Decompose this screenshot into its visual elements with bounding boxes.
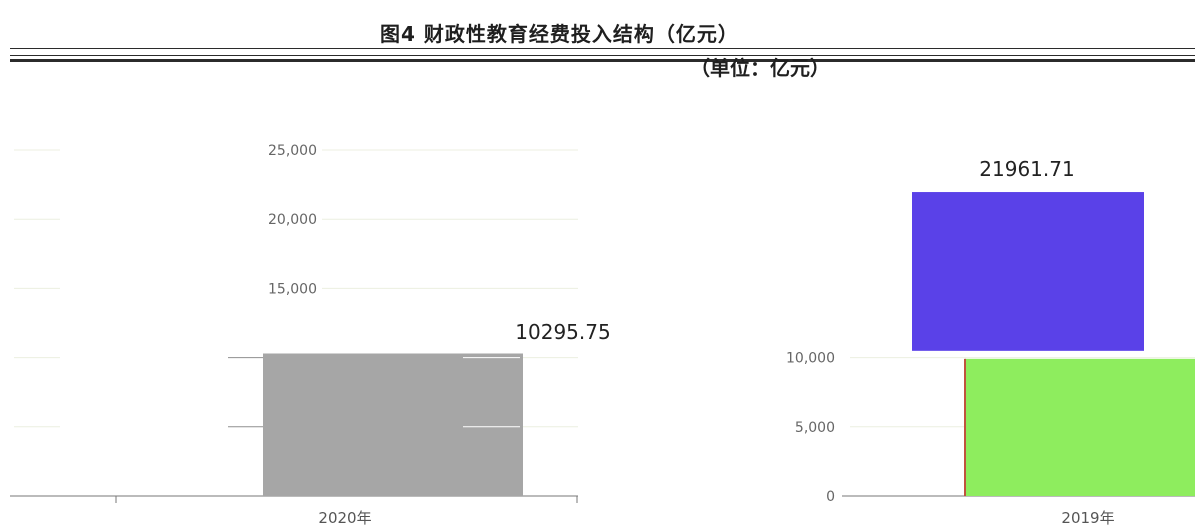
x-category-label-2020: 2020年 [318,509,371,527]
bar-2019-lower-segment [965,358,1195,496]
left-panel: 15,000 20,000 25,000 10295.75 2020年 [10,143,611,527]
bar-2020-label: 10295.75 [515,320,610,344]
left-bars: 10295.75 [228,320,611,496]
left-ytick-label: 20,000 [268,212,317,228]
right-ytick-labels: 0 5,000 10,000 [786,351,835,505]
bar-2020 [263,353,523,496]
chart-subtitle: （单位：亿元） [690,56,830,80]
right-ytick-label: 5,000 [795,420,835,436]
x-category-label-2019: 2019年 [1061,509,1114,527]
left-ytick-labels: 15,000 20,000 25,000 [268,143,317,297]
header-rule-bottom [10,59,1195,62]
right-ytick-label: 10,000 [786,351,835,367]
left-ytick-label: 15,000 [268,281,317,297]
bar-2019-label: 21961.71 [979,157,1074,181]
right-panel: 0 5,000 10,000 21961.71 2019年 [786,157,1195,527]
header-rule-middle [10,55,1195,56]
right-ytick-label: 0 [826,489,835,505]
chart-title: 图4 财政性教育经费投入结构（亿元） [380,22,739,46]
left-ytick-label: 25,000 [268,143,317,159]
right-bars: 21961.71 [912,157,1195,496]
bar-2019-upper-segment [912,192,1144,351]
header-rule-top [10,48,1195,49]
